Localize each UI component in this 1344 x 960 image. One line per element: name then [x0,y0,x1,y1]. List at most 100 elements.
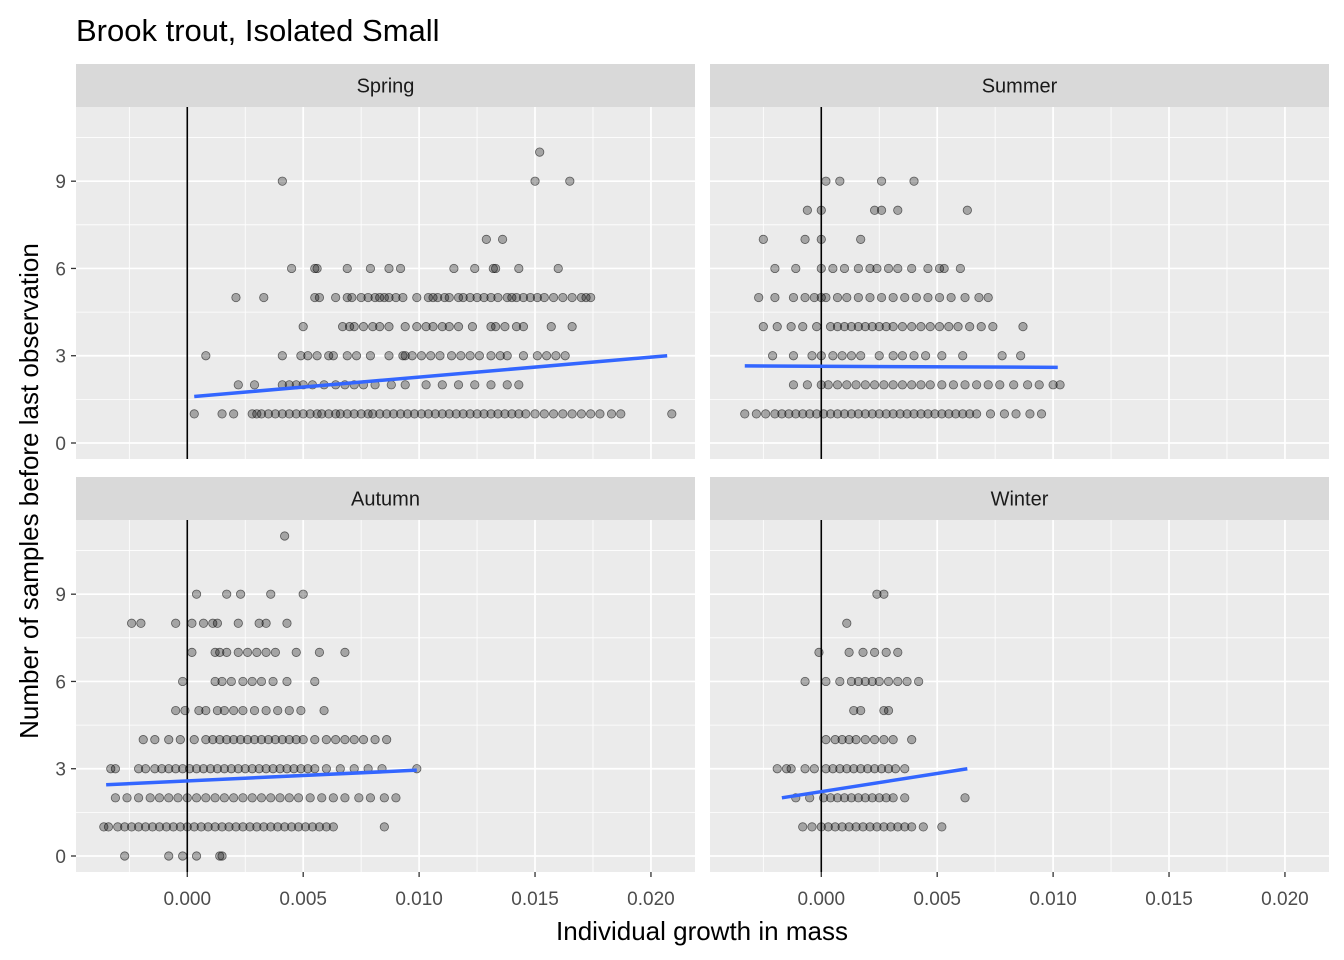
data-point [171,705,181,716]
data-point [821,764,831,774]
data-point [844,822,854,832]
data-point [777,409,787,419]
data-point [784,409,794,419]
data-point [983,292,993,303]
data-point [1016,351,1026,361]
panel-background-spring [76,107,695,459]
data-point [835,764,845,774]
data-point [349,322,359,332]
y-axis-label: Number of samples before last observatio… [14,243,44,739]
data-point [488,263,498,274]
data-point [233,618,243,628]
data-point [184,764,195,774]
data-point [472,409,482,419]
data-point [844,735,854,745]
data-point [365,263,376,274]
data-point [470,263,480,274]
data-point [421,380,431,390]
data-point [916,409,926,419]
data-point [944,322,954,332]
data-point [502,380,512,390]
data-point [586,292,596,303]
data-point [909,409,919,419]
data-point [229,705,239,716]
data-point [874,322,884,332]
data-point [407,351,417,361]
data-point [788,380,799,390]
data-point [948,380,959,390]
data-point [310,764,320,774]
data-point [282,676,292,687]
data-point [851,822,861,832]
data-point [157,764,167,774]
data-point [900,764,910,774]
data-point [133,764,144,774]
data-point [985,409,996,419]
data-point [518,351,529,361]
data-point [437,380,447,390]
panel-spring: Spring 0 3 6 9 [55,64,695,459]
data-point [821,676,831,687]
data-point [113,822,123,832]
data-point [1011,409,1021,419]
panel-summer: Summer [710,64,1329,459]
data-point [539,292,549,303]
data-point [282,764,292,774]
data-point [888,409,898,419]
data-point [440,292,450,303]
data-point [786,322,796,332]
data-point [328,351,338,361]
data-point [363,292,373,303]
data-point [881,793,891,803]
data-point [99,822,109,832]
data-point [147,822,158,832]
y-tick-label: 6 [55,259,66,280]
data-point [314,292,325,303]
data-point [140,764,151,774]
data-point [354,793,364,803]
data-point [222,735,232,745]
data-point [842,764,852,774]
data-point [772,764,782,774]
data-point [988,322,998,332]
data-point [812,409,822,419]
data-point [839,793,850,803]
data-point [951,409,961,419]
data-point [423,292,433,303]
data-point [340,647,350,657]
data-point [212,705,223,716]
data-point [256,409,267,419]
data-point [860,676,870,687]
data-point [259,822,269,832]
data-point [751,409,761,419]
data-point [312,263,322,274]
data-point [953,322,963,332]
data-point [486,292,496,303]
data-point [837,735,847,745]
data-point [895,409,905,419]
data-point [298,735,308,745]
data-point [277,735,287,745]
data-point [312,351,322,361]
data-point [191,764,202,774]
data-point [907,380,917,390]
data-point [110,793,121,803]
data-point [205,764,216,774]
facet-strip-spring [76,64,695,107]
data-point [391,292,401,303]
data-point [261,764,271,774]
data-point [428,292,438,303]
data-point [870,205,880,215]
data-point [175,735,185,745]
data-point [514,409,524,419]
data-point [876,205,887,215]
data-point [456,351,466,361]
data-point [856,351,866,361]
data-point [187,618,197,628]
data-point [296,705,306,716]
data-point [254,764,264,774]
data-point [324,351,334,361]
data-point [261,705,271,716]
data-point [828,764,838,774]
data-point [189,822,199,832]
